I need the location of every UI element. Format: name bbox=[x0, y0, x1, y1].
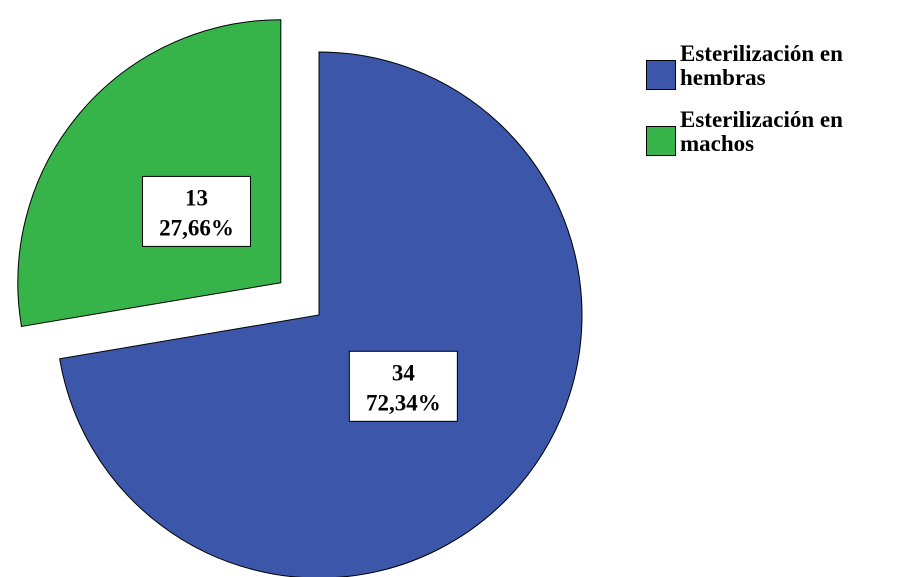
slice-percent-machos: 27,66% bbox=[159, 215, 234, 240]
pie-slice-hembras bbox=[59, 51, 583, 577]
slice-label-box-machos bbox=[141, 175, 251, 247]
legend: Esterilización en hembras Esterilización… bbox=[646, 42, 903, 174]
slice-value-machos: 13 bbox=[185, 185, 208, 210]
slice-value-hembras: 34 bbox=[392, 360, 416, 385]
legend-swatch-hembras bbox=[646, 60, 676, 90]
slice-label-box-hembras bbox=[348, 350, 458, 422]
legend-item-hembras: Esterilización en hembras bbox=[646, 42, 903, 108]
legend-swatch-machos bbox=[646, 126, 676, 156]
legend-label-machos: Esterilización en machos bbox=[680, 107, 843, 156]
slice-label-hembras: 34 72,34% bbox=[348, 350, 458, 422]
slice-percent-hembras: 72,34% bbox=[366, 390, 441, 415]
slice-label-machos: 13 27,66% bbox=[141, 175, 251, 247]
pie-slice-machos bbox=[17, 19, 282, 328]
legend-label-hembras: Esterilización en hembras bbox=[680, 41, 843, 90]
legend-item-machos: Esterilización en machos bbox=[646, 108, 903, 174]
